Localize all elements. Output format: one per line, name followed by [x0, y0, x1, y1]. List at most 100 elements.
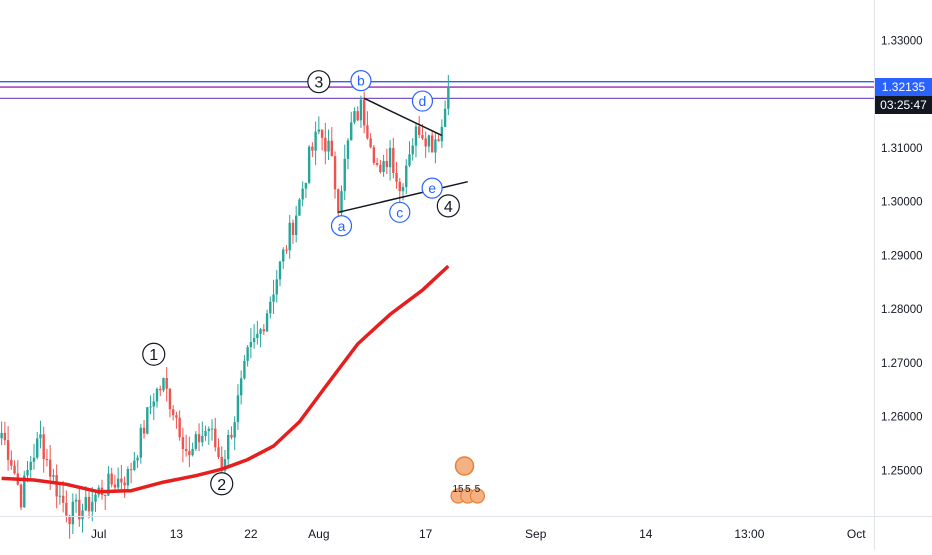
- time-tick-label: Oct: [847, 527, 866, 541]
- time-axis[interactable]: Jul 13 22 Aug 17 Sep 14 13:00 Oct: [91, 527, 866, 541]
- candle-body: [42, 434, 45, 460]
- candle-body: [45, 459, 49, 461]
- candle-body: [48, 459, 52, 477]
- candle-body: [217, 447, 220, 457]
- candle-body: [388, 147, 392, 168]
- candle-body: [136, 457, 139, 461]
- wave-label-text: 3: [314, 75, 323, 92]
- current-price-badge: 1.32135: [875, 77, 932, 96]
- event-marker-icon[interactable]: [469, 488, 486, 504]
- candle-body: [430, 135, 434, 153]
- candle-body: [13, 465, 16, 474]
- wave-label-circle[interactable]: [350, 70, 372, 92]
- candle-body: [191, 448, 194, 456]
- wave-label-circle[interactable]: [389, 201, 411, 223]
- candle-body: [155, 388, 159, 402]
- candle-body: [87, 496, 91, 512]
- wave-label-circle[interactable]: [436, 194, 460, 218]
- wave-label-circle[interactable]: [142, 342, 166, 366]
- candle-body: [307, 146, 311, 183]
- candle-body: [285, 249, 288, 251]
- candle-body: [171, 409, 175, 416]
- candle-body: [0, 432, 3, 439]
- wave-label-text: c: [396, 204, 403, 220]
- candle-body: [197, 434, 201, 443]
- candle-body: [243, 360, 246, 379]
- moving-average-line[interactable]: [1, 264, 450, 494]
- candle-body: [19, 484, 23, 508]
- triangle-trendline[interactable]: [363, 97, 443, 137]
- candle-body: [71, 501, 75, 525]
- candle-body: [36, 438, 39, 458]
- event-marker-count: 5: [475, 484, 481, 495]
- candle-body: [314, 131, 317, 151]
- candle-body: [401, 187, 405, 192]
- candle-body: [65, 502, 68, 516]
- candle-body: [175, 415, 178, 418]
- candle-body: [129, 469, 133, 471]
- wave-label-circle[interactable]: [421, 177, 443, 199]
- candle-body: [337, 189, 340, 214]
- candle-body: [291, 222, 295, 235]
- event-marker-count: 5: [465, 484, 471, 495]
- candle-body: [152, 401, 155, 407]
- candle-body: [178, 417, 181, 438]
- candle-body: [272, 294, 275, 302]
- candle-body: [29, 461, 32, 470]
- candle-body: [168, 388, 172, 410]
- price-tick-label: 1.33000: [881, 35, 923, 47]
- candle-body: [107, 473, 110, 496]
- candle-body: [311, 146, 314, 151]
- candle-body: [249, 342, 253, 348]
- candle-body: [26, 469, 29, 476]
- candle-body: [385, 161, 389, 168]
- price-tick-label: 1.25000: [881, 465, 923, 477]
- wave-label-circle[interactable]: [330, 215, 353, 237]
- candle-body: [278, 261, 282, 280]
- candle-body: [324, 137, 327, 152]
- candle-body: [61, 495, 65, 503]
- wave-label-circle[interactable]: [411, 90, 434, 112]
- candle-body: [139, 427, 143, 458]
- candle-body: [23, 475, 26, 508]
- candle-body: [343, 158, 346, 192]
- candle-body: [6, 440, 10, 460]
- candle-body: [236, 395, 240, 423]
- candle-body: [227, 434, 230, 460]
- candle-body: [265, 313, 269, 332]
- candle-body: [395, 172, 398, 182]
- candle-body: [165, 378, 168, 389]
- wave-label-circle[interactable]: [307, 70, 331, 94]
- candle-body: [424, 138, 427, 147]
- candle-body: [298, 199, 301, 216]
- candle-body: [110, 473, 113, 485]
- candle-body: [369, 138, 372, 148]
- price-tick-label: 1.26000: [881, 412, 923, 424]
- wave-label-text: 2: [217, 477, 226, 494]
- candle-body: [411, 145, 414, 155]
- candle-body: [356, 111, 359, 121]
- candle-body: [184, 449, 188, 451]
- candle-body: [333, 156, 337, 190]
- candle-body: [427, 135, 431, 147]
- candle-body: [81, 510, 84, 520]
- price-tick-label: 1.31000: [881, 143, 923, 155]
- candle-body: [32, 457, 36, 462]
- wave-label-circle[interactable]: [210, 472, 234, 496]
- candle-body: [398, 181, 401, 192]
- wave-label-text: d: [419, 93, 427, 109]
- candle-body: [317, 129, 321, 132]
- candle-body: [120, 478, 123, 483]
- price-tick-label: 1.29000: [881, 250, 923, 262]
- triangle-trendline[interactable]: [338, 180, 468, 214]
- candle-body: [220, 456, 223, 471]
- uk-flag-icon[interactable]: [454, 456, 475, 476]
- candle-body: [210, 428, 214, 430]
- wave-label-text: a: [338, 218, 346, 234]
- candle-body: [181, 437, 185, 450]
- candle-body: [405, 165, 408, 188]
- candle-body: [252, 338, 256, 343]
- candle-body: [214, 428, 217, 448]
